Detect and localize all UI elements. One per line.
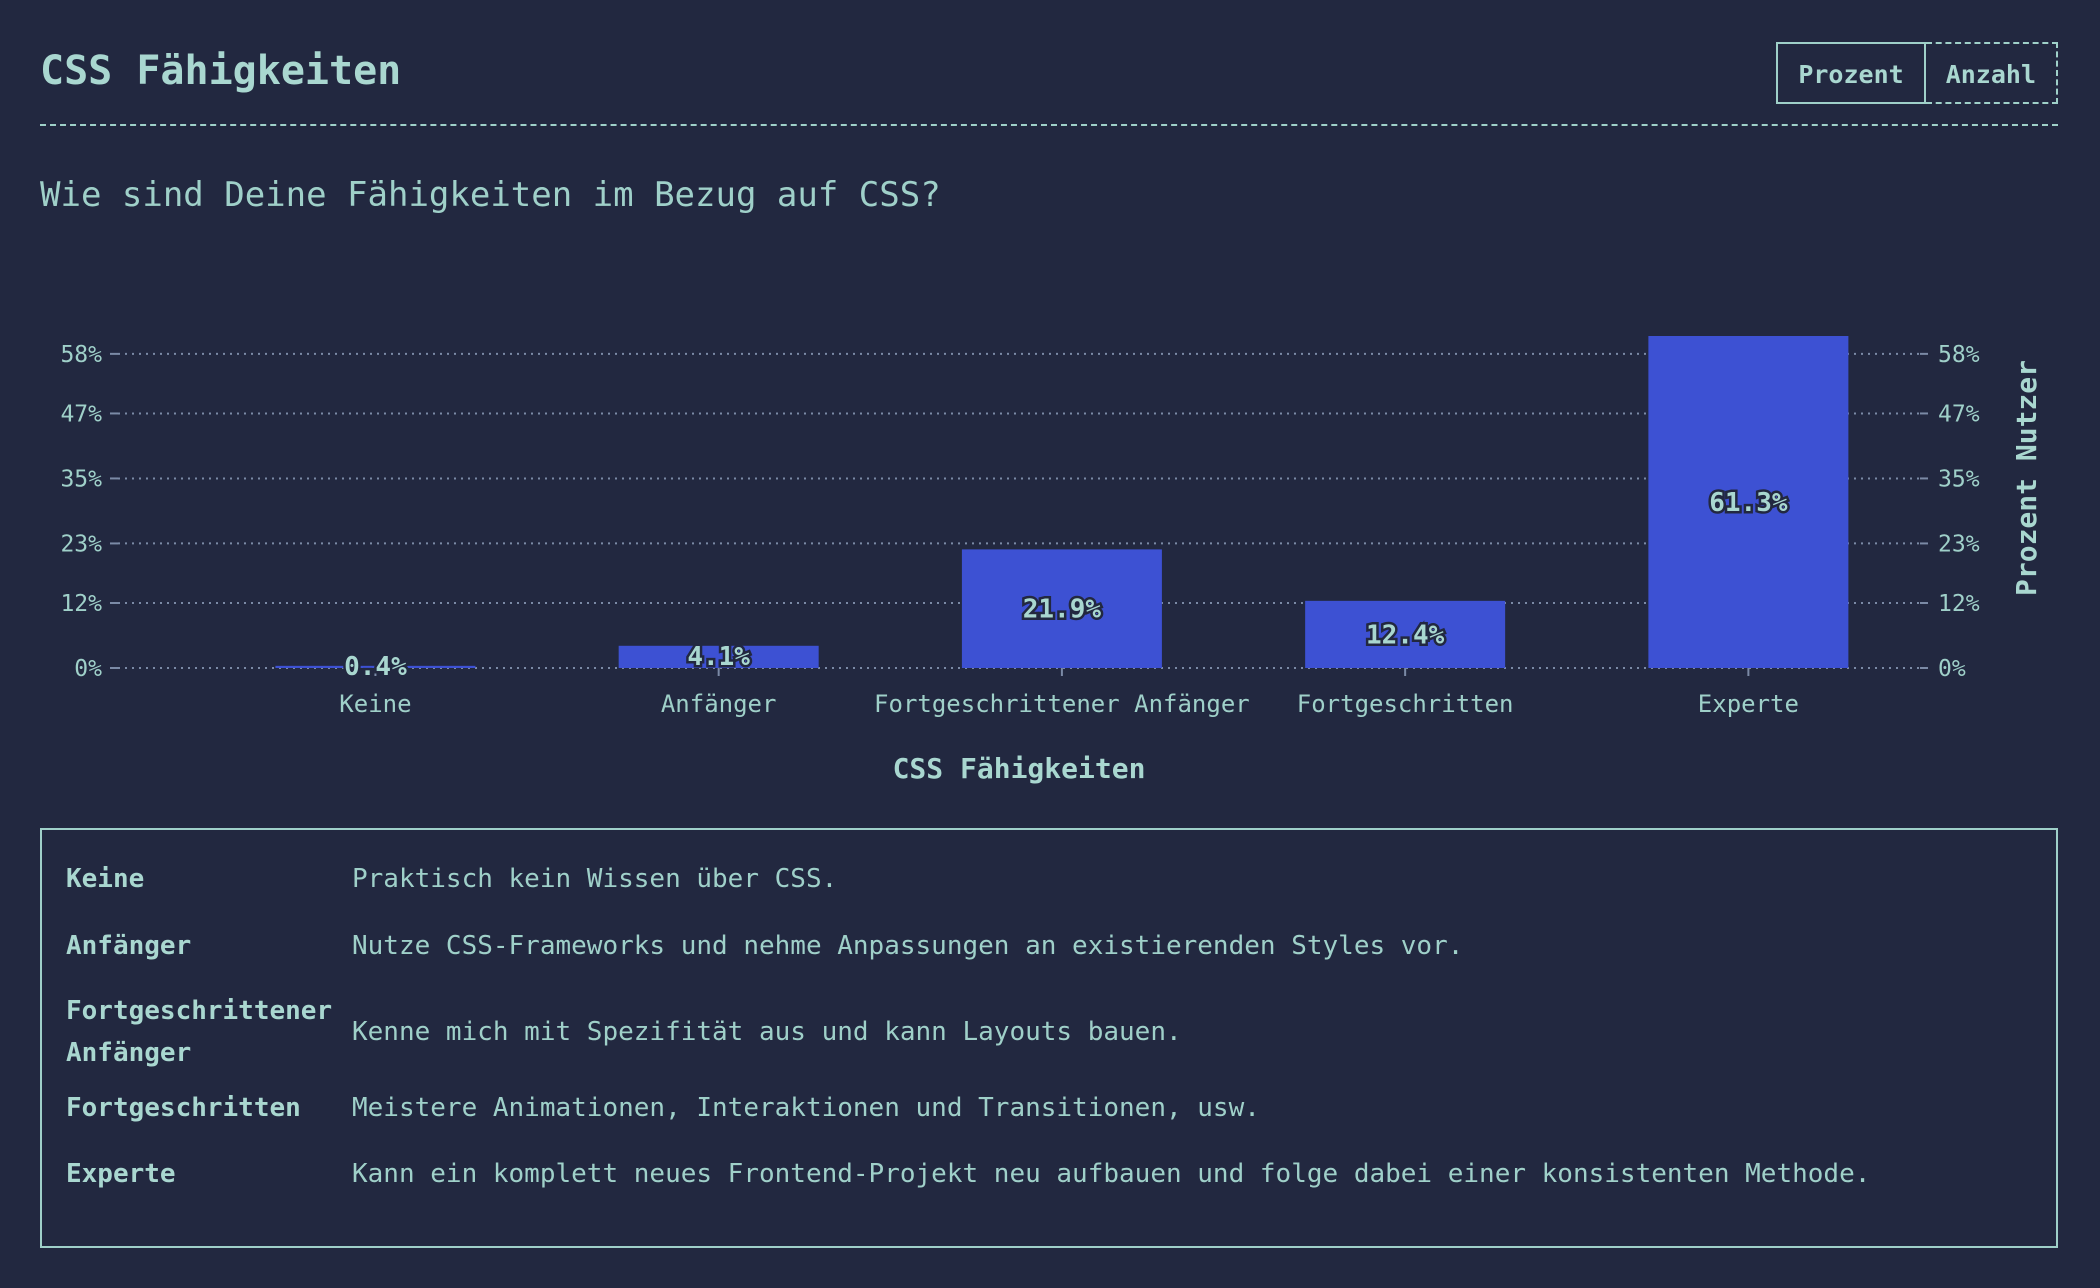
legend-description: Nutze CSS-Frameworks und nehme Anpassung… <box>352 931 1464 961</box>
legend-term: Anfänger <box>66 931 192 961</box>
legend-description: Praktisch kein Wissen über CSS. <box>352 864 838 894</box>
legend-description: Meistere Animationen, Interaktionen und … <box>352 1093 1260 1123</box>
legend-term: Fortgeschrittener Anfänger <box>66 996 333 1068</box>
y-tick-label: 58% <box>60 342 102 368</box>
legend-term: Fortgeschritten <box>66 1093 301 1123</box>
legend-item: Anfänger Nutze CSS-Frameworks und nehme … <box>66 925 2032 967</box>
y-tick-label-right: 47% <box>1938 401 1980 427</box>
bar <box>961 549 1162 668</box>
data-label: 0.4% <box>344 652 407 682</box>
question-text: Wie sind Deine Fähigkeiten im Bezug auf … <box>40 175 941 215</box>
x-tick-label: Experte <box>1698 690 1799 718</box>
legend-term: Experte <box>66 1159 176 1189</box>
legend-item: Fortgeschritten Meistere Animationen, In… <box>66 1087 2032 1129</box>
legend-term: Keine <box>66 864 145 894</box>
page-header: CSS Fähigkeiten Prozent Anzahl <box>40 40 2058 126</box>
bar <box>1648 336 1849 668</box>
x-tick-label: Anfänger <box>661 690 777 718</box>
data-label: 21.9% <box>1023 595 1102 625</box>
x-tick-label: Keine <box>339 690 411 718</box>
legend-box: Keine Praktisch kein Wissen über CSS. An… <box>40 828 2058 1248</box>
bar-chart: 0% 0% 12% 12% 23% 23% 35% 35% 47% 47% 58% 58% 0.4% Ke… <box>60 336 2043 785</box>
y-axis-title: Prozent Nutzer <box>2010 360 2043 596</box>
page-title: CSS Fähigkeiten <box>40 48 402 94</box>
legend-item: Fortgeschrittener Anfänger Kenne mich mi… <box>66 990 2032 1074</box>
y-tick-label: 35% <box>60 466 102 492</box>
legend-item: Experte Kann ein komplett neues Frontend… <box>66 1153 2032 1195</box>
unit-toggle: Prozent Anzahl <box>1776 42 2058 104</box>
y-tick-label: 0% <box>74 656 102 682</box>
x-tick-label: Fortgeschritten <box>1297 690 1514 718</box>
x-axis-title: CSS Fähigkeiten <box>893 752 1146 785</box>
legend-description: Kann ein komplett neues Frontend-Projekt… <box>352 1159 1871 1189</box>
x-tick-label: Fortgeschrittener Anfänger <box>874 690 1250 718</box>
y-tick-label: 47% <box>60 401 102 427</box>
y-tick-label-right: 0% <box>1938 656 1966 682</box>
y-tick-label-right: 23% <box>1938 531 1980 557</box>
data-label: 61.3% <box>1709 488 1788 518</box>
toggle-percent-button[interactable]: Prozent <box>1776 42 1926 104</box>
legend-description: Kenne mich mit Spezifität aus und kann L… <box>352 1017 1182 1047</box>
y-tick-label-right: 58% <box>1938 342 1980 368</box>
y-tick-label: 23% <box>60 531 102 557</box>
bar <box>618 645 819 668</box>
data-label: 4.1% <box>687 642 750 672</box>
toggle-count-button[interactable]: Anzahl <box>1925 42 2058 104</box>
y-tick-label: 12% <box>60 591 102 617</box>
bar <box>1305 600 1506 668</box>
bar <box>275 665 476 668</box>
y-tick-label-right: 35% <box>1938 466 1980 492</box>
y-tick-label-right: 12% <box>1938 591 1980 617</box>
legend-item: Keine Praktisch kein Wissen über CSS. <box>66 858 2032 900</box>
data-label: 12.4% <box>1366 620 1445 650</box>
